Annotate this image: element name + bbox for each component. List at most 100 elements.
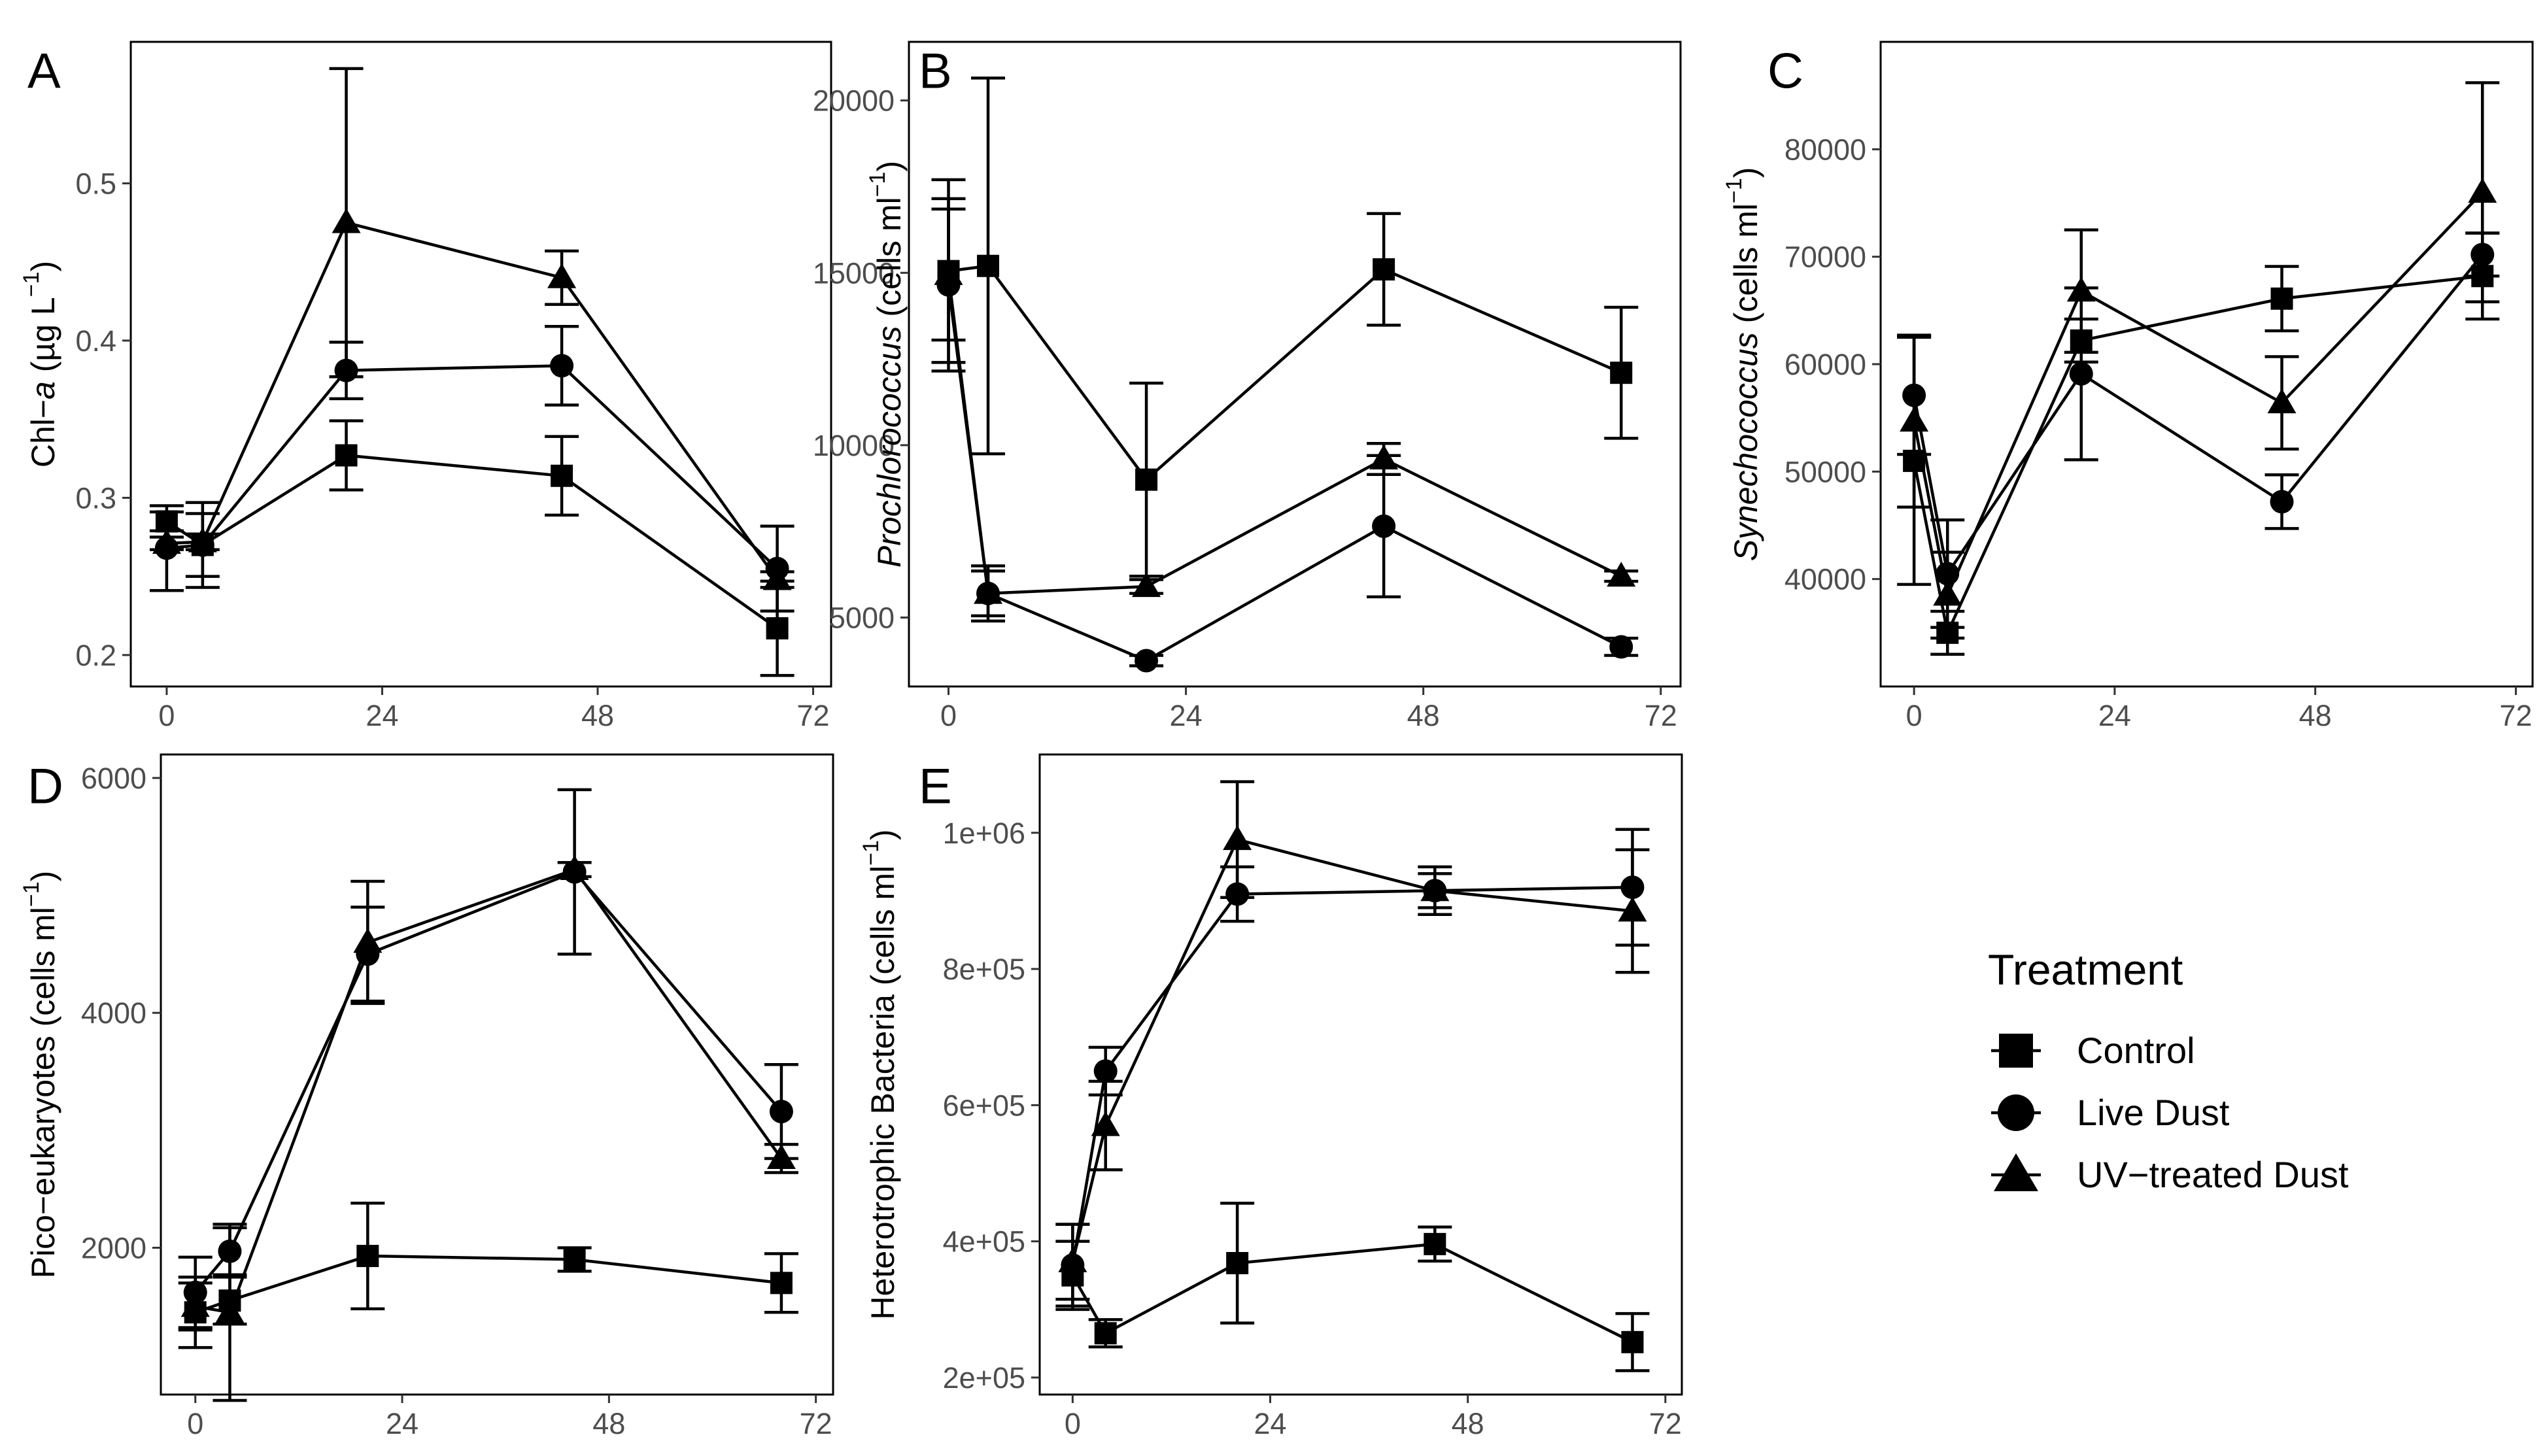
- y-label-unit: (µg L: [25, 297, 61, 381]
- x-tick-label-c: 72: [2499, 699, 2532, 732]
- y-label-superscript: −1: [1722, 178, 1747, 203]
- data-point: [1132, 572, 1161, 598]
- series-uv-treated-dust-d: [178, 855, 798, 1402]
- plot-frame-d: [160, 753, 834, 1396]
- series-control-b: [931, 76, 1639, 578]
- y-tick-label-d: 6000: [81, 762, 146, 795]
- data-point: [977, 254, 1000, 277]
- y-tick-label-d: 2000: [81, 1231, 146, 1264]
- panel-letter-c: C: [1768, 43, 1803, 99]
- data-point: [1058, 1247, 1087, 1272]
- series-live-dust-e: [1055, 828, 1650, 1308]
- y-label-close: ): [871, 161, 908, 172]
- series-live-dust-d: [178, 788, 798, 1329]
- x-tick-label-c: 48: [2299, 699, 2332, 732]
- data-point: [547, 263, 577, 288]
- y-tick-label-c: 60000: [1785, 348, 1866, 381]
- series-line: [195, 868, 783, 1314]
- y-tick-label-a: 0.2: [75, 639, 116, 672]
- panel-e: E 0 24 48 72 2e+05 4e+05 6e+05 8e+05 1e+06 Heterot…: [859, 753, 1683, 1440]
- data-point: [974, 579, 1003, 604]
- data-point: [353, 928, 383, 953]
- y-tick-label-c: 80000: [1785, 133, 1866, 166]
- y-axis-label-d: Pico−eukaryotes (cells ml−1): [19, 871, 61, 1279]
- data-point: [1135, 468, 1158, 491]
- panel-d: D 0 24 48 72 2000 4000 6000 Pico−eukaryotes (cel…: [19, 753, 834, 1440]
- data-point: [1424, 1232, 1446, 1255]
- legend-item-uv-treated-dust: UV−treated Dust: [1991, 1153, 2349, 1195]
- y-label-superscript: −1: [19, 881, 44, 907]
- series-control-e: [1055, 1202, 1650, 1372]
- x-tick-label-b: 72: [1645, 699, 1677, 732]
- x-tick-label-e: 48: [1452, 1407, 1484, 1440]
- panel-letter-b: B: [919, 43, 952, 99]
- legend-key-triangle: [1994, 1153, 2038, 1191]
- y-label-close: ): [1728, 167, 1764, 178]
- panel-letter-d: D: [27, 758, 63, 814]
- y-tick-label-c: 50000: [1785, 455, 1866, 488]
- data-point: [335, 444, 358, 467]
- y-label-text: Chl−: [25, 399, 61, 467]
- x-tick-label-a: 0: [158, 699, 175, 732]
- y-tick-label-c: 40000: [1785, 563, 1866, 596]
- legend-item-control: Control: [1991, 1030, 2195, 1071]
- plot-frame-e: [1038, 753, 1683, 1396]
- data-point: [2267, 388, 2297, 414]
- data-point: [356, 1245, 379, 1268]
- legend-key-circle: [1998, 1094, 2034, 1131]
- y-tick-label-b: 5000: [829, 601, 895, 635]
- panel-letter-a: A: [27, 43, 61, 99]
- data-point: [1094, 1322, 1117, 1345]
- y-tick-label-e: 2e+05: [943, 1361, 1025, 1395]
- x-tick-label-d: 24: [386, 1407, 418, 1440]
- y-tick-label-d: 4000: [81, 996, 146, 1030]
- y-label-unit: (cells ml: [871, 197, 908, 326]
- y-label-close: ): [25, 261, 61, 272]
- data-point: [766, 617, 789, 640]
- y-tick-label-a: 0.5: [75, 167, 116, 200]
- data-point: [1093, 1059, 1118, 1083]
- y-label-text: Pico−eukaryotes: [25, 1036, 61, 1278]
- x-tick-label-b: 0: [940, 699, 957, 732]
- plot-frame-a: [129, 41, 832, 688]
- x-tick-label-a: 24: [366, 699, 398, 732]
- series-live-dust-c: [1897, 231, 2500, 629]
- data-point: [766, 1143, 796, 1169]
- x-tick-label-d: 48: [592, 1407, 625, 1440]
- panel-letter-e: E: [919, 758, 952, 814]
- data-point: [550, 354, 574, 378]
- data-point: [2270, 490, 2294, 514]
- x-tick-label-b: 24: [1170, 699, 1203, 732]
- panel-b: B 0 24 48 72 5000 10000 15000 20000 Prochlorococc…: [813, 41, 1682, 732]
- y-label-unit: (cells ml: [1728, 203, 1764, 332]
- y-axis-label-c: Synechococcus (cells ml−1): [1722, 167, 1764, 562]
- data-point: [762, 565, 792, 590]
- data-point: [2069, 362, 2093, 386]
- series-line: [194, 870, 783, 1294]
- series-uv-treated-dust-b: [931, 207, 1639, 623]
- x-tick-label-a: 72: [797, 699, 830, 732]
- series-control-c: [1897, 231, 2500, 656]
- series-line: [166, 220, 779, 581]
- data-point: [152, 529, 181, 554]
- y-label-superscript: −1: [19, 271, 44, 297]
- y-tick-label-b: 15000: [813, 256, 895, 290]
- data-point: [1610, 362, 1633, 384]
- y-label-italic: a: [25, 381, 61, 399]
- x-tick-label-e: 0: [1065, 1407, 1081, 1440]
- data-point: [1618, 896, 1647, 922]
- y-tick-label-a: 0.3: [75, 481, 116, 515]
- x-tick-label-a: 48: [581, 699, 614, 732]
- panel-c: C 0 24 48 72 40000 50000 60000 70000 80000 Synecho…: [1722, 41, 2534, 732]
- data-point: [1372, 514, 1396, 538]
- series-line: [1912, 253, 2484, 578]
- legend-key-square: [1999, 1034, 2033, 1068]
- y-tick-label-c: 70000: [1785, 241, 1866, 274]
- y-tick-label-a: 0.4: [75, 324, 116, 358]
- legend-title: Treatment: [1988, 945, 2183, 994]
- legend-label-uv-treated-dust: UV−treated Dust: [2077, 1154, 2349, 1195]
- data-point: [560, 855, 589, 881]
- data-point: [1621, 1330, 1644, 1353]
- data-point: [1609, 635, 1633, 659]
